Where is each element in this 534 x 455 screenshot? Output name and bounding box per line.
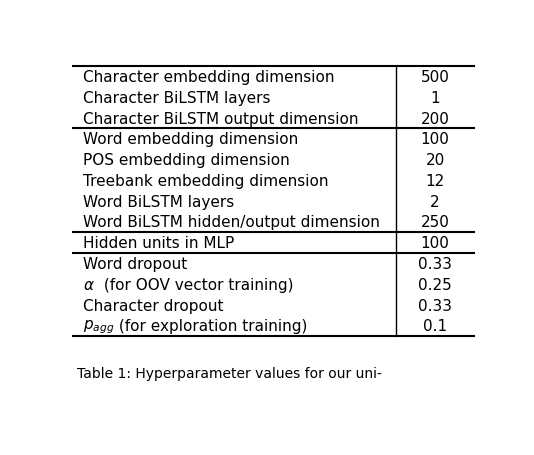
Text: 100: 100 <box>421 132 450 147</box>
Text: Character BiLSTM output dimension: Character BiLSTM output dimension <box>83 111 359 126</box>
Text: 0.33: 0.33 <box>418 298 452 313</box>
Text: 0.25: 0.25 <box>418 277 452 292</box>
Text: (for exploration training): (for exploration training) <box>114 319 308 334</box>
Text: 1: 1 <box>430 91 440 106</box>
Text: Table 1: Hyperparameter values for our uni-: Table 1: Hyperparameter values for our u… <box>77 366 382 380</box>
Text: 2: 2 <box>430 194 440 209</box>
Text: 200: 200 <box>421 111 450 126</box>
Text: (for OOV vector training): (for OOV vector training) <box>99 277 294 292</box>
Text: 0.33: 0.33 <box>418 257 452 272</box>
Text: Character embedding dimension: Character embedding dimension <box>83 70 335 85</box>
Text: 12: 12 <box>426 173 445 188</box>
Text: 500: 500 <box>421 70 450 85</box>
Text: Word dropout: Word dropout <box>83 257 187 272</box>
Text: Treebank embedding dimension: Treebank embedding dimension <box>83 173 329 188</box>
Text: $p_{agg}$: $p_{agg}$ <box>83 318 115 335</box>
Text: Hidden units in MLP: Hidden units in MLP <box>83 236 234 251</box>
Text: 0.1: 0.1 <box>423 319 447 334</box>
Text: POS embedding dimension: POS embedding dimension <box>83 153 290 168</box>
Text: Character dropout: Character dropout <box>83 298 224 313</box>
Text: Word embedding dimension: Word embedding dimension <box>83 132 299 147</box>
Text: 100: 100 <box>421 236 450 251</box>
Text: 250: 250 <box>421 215 450 230</box>
Text: Character BiLSTM layers: Character BiLSTM layers <box>83 91 271 106</box>
Text: $\alpha$: $\alpha$ <box>83 277 95 292</box>
Text: 20: 20 <box>426 153 445 168</box>
Text: Word BiLSTM hidden/output dimension: Word BiLSTM hidden/output dimension <box>83 215 380 230</box>
Text: Word BiLSTM layers: Word BiLSTM layers <box>83 194 234 209</box>
